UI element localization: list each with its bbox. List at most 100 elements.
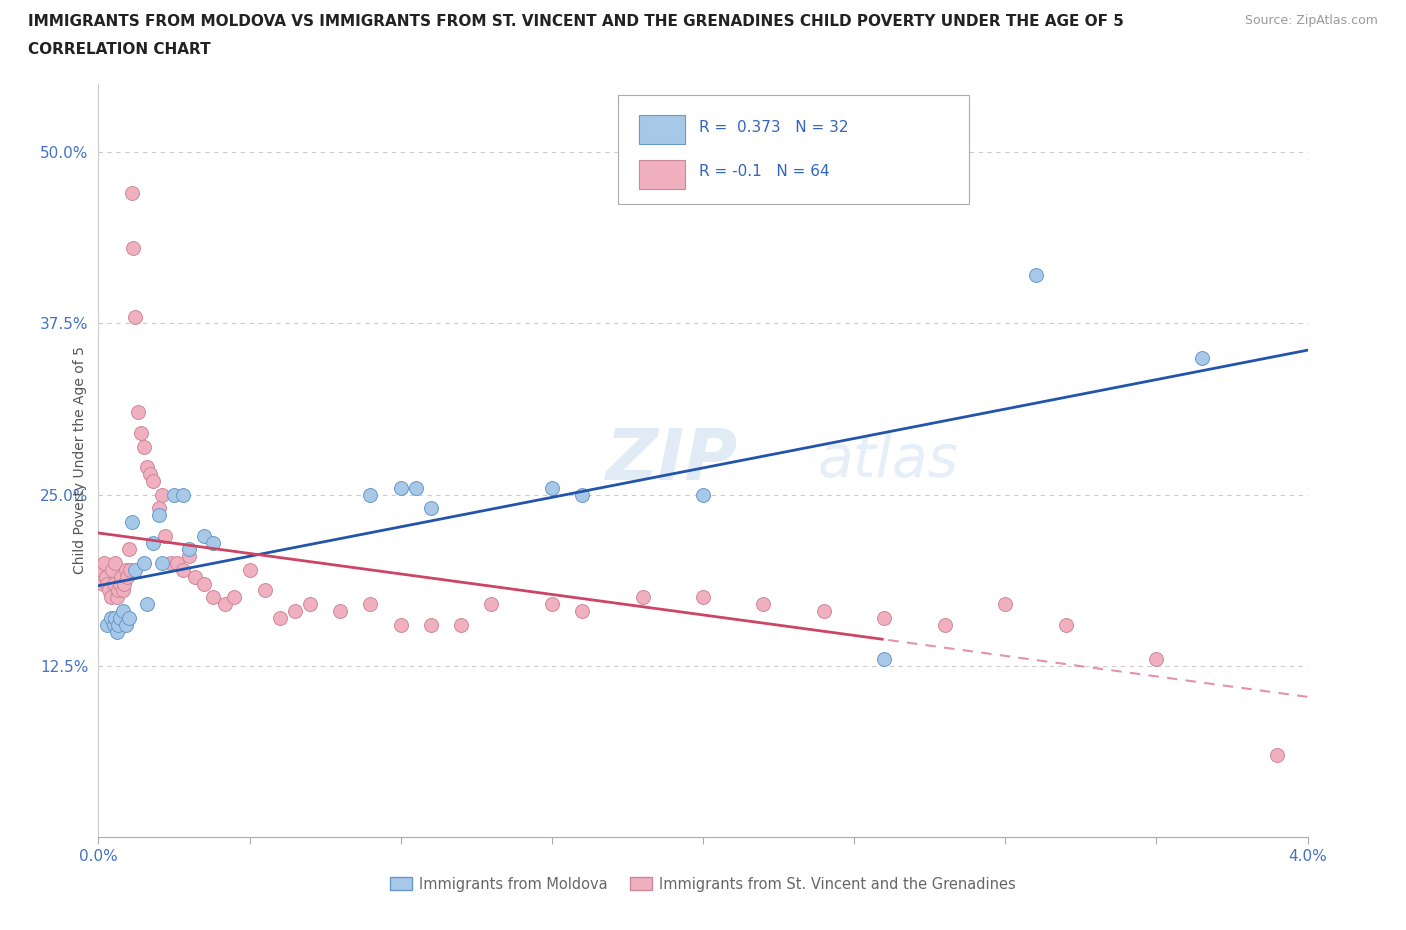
Point	[150, 555, 173, 570]
Text: CORRELATION CHART: CORRELATION CHART	[28, 42, 211, 57]
Point	[142, 535, 165, 550]
Point	[121, 186, 143, 201]
Point	[111, 583, 134, 598]
Point	[172, 487, 194, 502]
Point	[91, 577, 114, 591]
Point	[104, 610, 127, 625]
Point	[163, 487, 186, 502]
Point	[405, 480, 427, 495]
Point	[481, 597, 503, 612]
Point	[692, 487, 714, 502]
Point	[101, 563, 124, 578]
Point	[103, 577, 125, 591]
Point	[934, 618, 956, 632]
Point	[148, 501, 170, 516]
Point	[118, 610, 141, 625]
Point	[124, 563, 146, 578]
Point	[752, 597, 775, 612]
Point	[360, 597, 382, 612]
Point	[114, 563, 136, 578]
Point	[214, 597, 236, 612]
Point	[540, 480, 562, 495]
Point	[1146, 652, 1168, 667]
Point	[813, 604, 835, 618]
Point	[179, 549, 201, 564]
Text: IMMIGRANTS FROM MOLDOVA VS IMMIGRANTS FROM ST. VINCENT AND THE GRENADINES CHILD : IMMIGRANTS FROM MOLDOVA VS IMMIGRANTS FR…	[28, 14, 1123, 29]
Point	[202, 535, 225, 550]
FancyBboxPatch shape	[638, 160, 685, 189]
FancyBboxPatch shape	[638, 115, 685, 144]
Point	[112, 577, 135, 591]
Point	[1267, 748, 1289, 763]
Point	[114, 618, 136, 632]
Point	[571, 487, 593, 502]
Point	[299, 597, 322, 612]
Point	[166, 555, 188, 570]
Point	[105, 624, 128, 639]
FancyBboxPatch shape	[619, 95, 969, 205]
Point	[118, 542, 141, 557]
Point	[107, 618, 129, 632]
Point	[129, 426, 152, 441]
Point	[135, 459, 157, 474]
Point	[153, 528, 176, 543]
Point	[631, 590, 654, 604]
Point	[135, 597, 157, 612]
Y-axis label: Child Poverty Under the Age of 5: Child Poverty Under the Age of 5	[73, 346, 87, 575]
Point	[121, 514, 143, 529]
Point	[1054, 618, 1077, 632]
Point	[172, 563, 194, 578]
Point	[284, 604, 307, 618]
Point	[329, 604, 352, 618]
Point	[115, 569, 138, 584]
Text: R = -0.1   N = 64: R = -0.1 N = 64	[699, 165, 830, 179]
Point	[94, 569, 117, 584]
Text: atlas: atlas	[818, 432, 959, 489]
Point	[253, 583, 276, 598]
Text: Source: ZipAtlas.com: Source: ZipAtlas.com	[1244, 14, 1378, 27]
Point	[93, 555, 115, 570]
Point	[96, 577, 118, 591]
Point	[100, 610, 122, 625]
Point	[110, 569, 132, 584]
Point	[873, 610, 896, 625]
Point	[994, 597, 1017, 612]
Point	[104, 555, 127, 570]
Point	[224, 590, 246, 604]
Point	[142, 473, 165, 488]
Text: ZIP: ZIP	[606, 426, 738, 495]
Point	[120, 563, 142, 578]
Point	[108, 577, 131, 591]
Point	[540, 597, 562, 612]
Point	[420, 618, 443, 632]
Point	[100, 590, 122, 604]
Point	[420, 501, 443, 516]
Point	[360, 487, 382, 502]
Point	[105, 590, 128, 604]
Point	[127, 405, 149, 419]
Point	[122, 241, 145, 256]
Point	[389, 480, 412, 495]
Point	[103, 618, 125, 632]
Point	[1191, 351, 1213, 365]
Point	[90, 563, 112, 578]
Point	[160, 555, 183, 570]
Point	[150, 487, 173, 502]
Text: R =  0.373   N = 32: R = 0.373 N = 32	[699, 120, 849, 135]
Point	[184, 569, 207, 584]
Point	[389, 618, 412, 632]
Point	[108, 610, 131, 625]
Point	[124, 309, 146, 324]
Point	[132, 439, 155, 454]
Point	[132, 555, 155, 570]
Point	[107, 583, 129, 598]
Legend: Immigrants from Moldova, Immigrants from St. Vincent and the Grenadines: Immigrants from Moldova, Immigrants from…	[384, 870, 1022, 897]
Point	[98, 583, 121, 598]
Point	[873, 652, 896, 667]
Point	[193, 528, 215, 543]
Point	[692, 590, 714, 604]
Point	[148, 508, 170, 523]
Point	[96, 618, 118, 632]
Point	[450, 618, 472, 632]
Point	[269, 610, 291, 625]
